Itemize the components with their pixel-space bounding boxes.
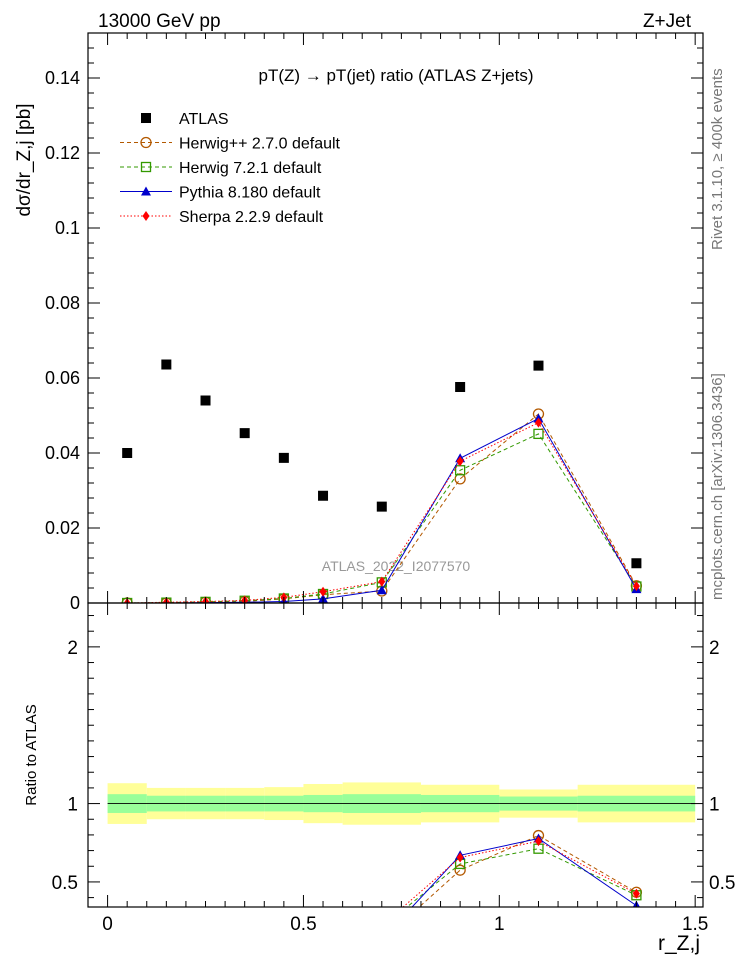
ratio-series-layer — [402, 829, 643, 907]
legend-label-herwigpp: Herwig++ 2.7.0 default — [179, 136, 341, 153]
legend-marker-pythia — [141, 186, 151, 196]
series-line-sherpa — [127, 421, 637, 603]
point-atlas — [239, 428, 250, 439]
ratio-line-herwig7 — [406, 848, 637, 907]
point-atlas — [161, 359, 172, 370]
series-sherpa — [123, 417, 640, 603]
main-y-tick-label: 0 — [70, 593, 80, 613]
legend-marker-atlas — [141, 113, 151, 123]
point-atlas — [200, 395, 211, 406]
point-herwigpp — [454, 473, 466, 485]
x-tick-label: 0.5 — [290, 914, 316, 935]
legend-label-pythia: Pythia 8.180 default — [179, 185, 321, 202]
point-sherpa — [632, 581, 640, 592]
main-panel: ATLAS_2022_I2077570 pT(Z) → pT(jet) rati… — [14, 32, 704, 613]
legend-item-sherpa: Sherpa 2.2.9 default — [120, 209, 324, 226]
ratio-series-herwig7 — [406, 843, 642, 907]
x-tick-label: 0 — [102, 914, 113, 935]
ratio-line-herwigpp — [418, 834, 637, 907]
legend-label-sherpa: Sherpa 2.2.9 default — [179, 209, 324, 226]
main-y-tick-label: 0.04 — [45, 443, 80, 463]
ratio-line-sherpa — [402, 840, 637, 907]
ratio-point-sherpa — [632, 888, 640, 899]
main-y-tick-label: 0.1 — [55, 218, 80, 238]
main-y-tick-label: 0.02 — [45, 518, 80, 538]
point-sherpa — [378, 576, 386, 587]
ratio-y-axis: 0.5 0.5 1 1 2 2 — [52, 615, 735, 899]
ratio-y-tick-label-right: 0.5 — [709, 873, 735, 894]
point-herwig7 — [533, 428, 544, 440]
legend-item-atlas: ATLAS — [141, 111, 229, 128]
legend-item-herwig7: Herwig 7.2.1 default — [120, 160, 322, 177]
point-sherpa — [319, 586, 327, 597]
main-y-axis: 0 0.02 0.04 0.06 0.08 0.1 0.12 0.14 — [45, 47, 703, 613]
x-tick-label: 1.5 — [682, 914, 708, 935]
legend-marker-sherpa — [142, 211, 150, 221]
series-atlas — [122, 359, 642, 569]
ratio-series-sherpa — [402, 836, 640, 907]
x-axis: 0 0.5 1 1.5 — [102, 603, 708, 935]
ratio-point-sherpa — [534, 836, 542, 847]
ratio-y-axis-label: Ratio to ATLAS — [23, 704, 40, 805]
ratio-frame-box — [87, 602, 704, 908]
point-sherpa — [534, 417, 542, 428]
point-atlas — [278, 452, 289, 463]
ratio-y-tick-label: 2 — [67, 638, 78, 659]
point-pythia — [376, 585, 387, 595]
energy-label: 13000 GeV pp — [98, 11, 221, 32]
point-atlas — [455, 382, 466, 392]
ratio-y-tick-label: 1 — [67, 795, 78, 816]
ratio-line-pythia — [411, 837, 637, 907]
main-y-tick-label: 0.08 — [45, 293, 80, 313]
ratio-y-tick-label-right: 2 — [709, 638, 720, 659]
legend-label-atlas: ATLAS — [179, 111, 229, 128]
legend-item-pythia: Pythia 8.180 default — [120, 185, 321, 202]
main-y-tick-label: 0.06 — [45, 368, 80, 388]
legend-marker-herwig7 — [140, 161, 152, 173]
point-atlas — [122, 448, 133, 458]
x-axis-label: r_Z,j — [658, 932, 700, 955]
x-tick-label: 1 — [494, 914, 505, 935]
ratio-y-tick-label-right: 1 — [709, 795, 720, 816]
ratio-panel: 0.5 0.5 1 1 2 2 0 0.5 1 1.5 Ratio to ATLAS r_Z,j — [23, 602, 735, 955]
ratio-series-pythia — [411, 833, 640, 907]
process-label: Z+Jet — [643, 11, 692, 32]
legend: ATLAS Herwig++ 2.7.0 default Herwig 7.2.1 … — [120, 111, 341, 226]
legend-label-herwig7: Herwig 7.2.1 default — [179, 160, 322, 177]
ratio-y-tick-label: 0.5 — [52, 873, 78, 894]
ratio-uncertainty-bands — [107, 782, 696, 825]
main-y-axis-label: dσ/dr_Z,j [pb] — [14, 103, 35, 216]
ratio-series-herwigpp — [418, 829, 643, 907]
ratio-point-herwigpp — [454, 864, 466, 876]
mcplots-label: mcplots.cern.ch [arXiv:1306.3436] — [709, 373, 726, 600]
point-atlas — [318, 490, 329, 501]
point-sherpa — [456, 456, 464, 467]
point-atlas — [533, 360, 544, 371]
legend-item-herwigpp: Herwig++ 2.7.0 default — [120, 136, 341, 153]
main-y-tick-label: 0.14 — [45, 68, 80, 88]
point-atlas — [631, 558, 642, 569]
main-y-tick-label: 0.12 — [45, 143, 80, 163]
ratio-frame — [87, 602, 704, 908]
point-atlas — [376, 501, 387, 512]
main-chart-title: pT(Z) → pT(jet) ratio (ATLAS Z+jets) — [258, 66, 533, 85]
legend-marker-herwigpp — [140, 136, 152, 149]
ratio-point-sherpa — [456, 852, 464, 863]
rivet-label: Rivet 3.1.10, ≥ 400k events — [709, 68, 726, 250]
